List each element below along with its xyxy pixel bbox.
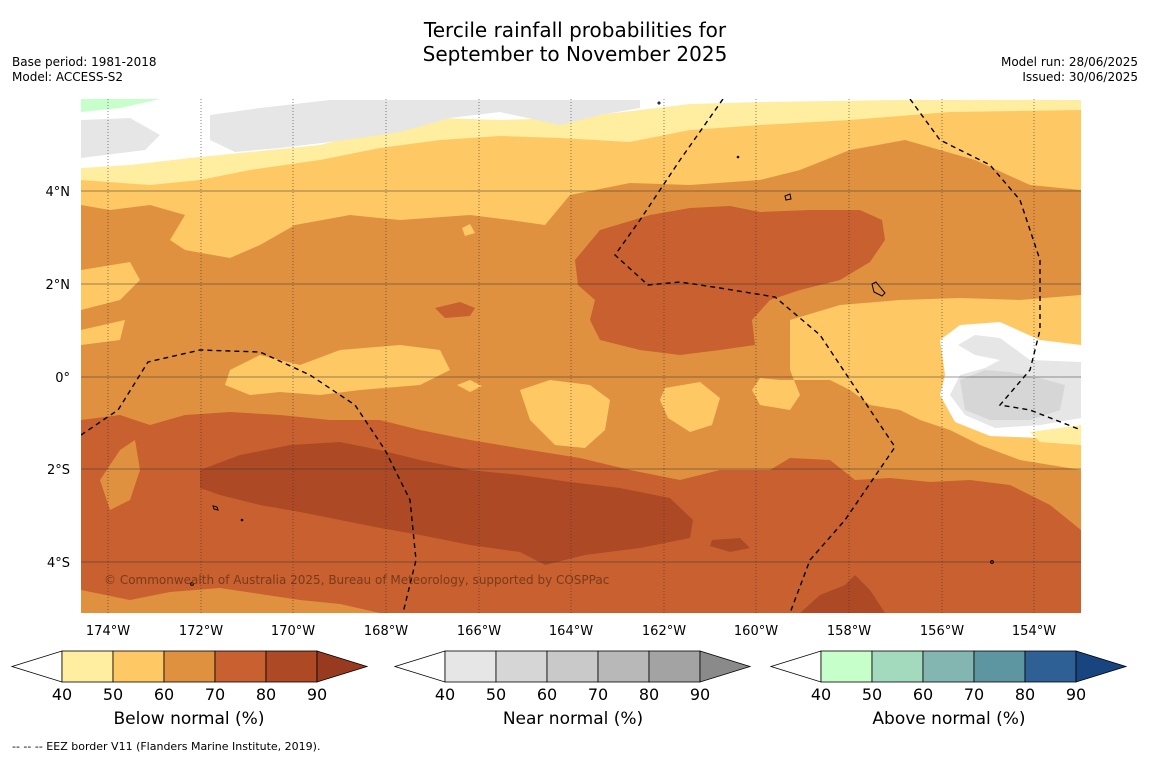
- colorbar-near-tick: 90: [690, 685, 710, 704]
- base-period: Base period: 1981-2018: [12, 55, 157, 69]
- colorbar-above-segment-4: [973, 650, 1026, 683]
- eez-footnote: -- -- -- EEZ border V11 (Flanders Marine…: [12, 740, 321, 753]
- lon-label-168w: 168°W: [364, 624, 408, 639]
- colorbar-above-low-extend: [769, 650, 822, 683]
- colorbar-below-tick: 80: [256, 685, 276, 704]
- colorbar-near: 40 50 60 70 80 90: [393, 650, 752, 704]
- model-name: Model: ACCESS-S2: [12, 70, 124, 84]
- field-50-60-west: [81, 262, 140, 345]
- colorbar-below: 40 50 60 70 80 90: [10, 650, 369, 704]
- legend-label-near: Near normal (%): [502, 709, 644, 729]
- title-line-2: September to November 2025: [422, 42, 728, 66]
- colorbar-below-tick: 60: [154, 685, 174, 704]
- islands: [190, 101, 994, 586]
- colorbar-near-segment-2: [495, 650, 548, 683]
- lon-label-158w: 158°W: [827, 624, 871, 639]
- colorbar-above-tick: 60: [913, 685, 933, 704]
- colorbar-below-low-extend: [10, 650, 63, 683]
- lon-label-164w: 164°W: [549, 624, 593, 639]
- graticule: [81, 99, 1081, 613]
- field-70-80-small: [435, 302, 475, 318]
- lon-label-172w: 172°W: [179, 624, 223, 639]
- colorbar-above-tick: 70: [964, 685, 984, 704]
- issued-date: Issued: 30/06/2025: [1022, 70, 1138, 84]
- colorbar-above-high-extend: [1075, 650, 1128, 683]
- model-run: Model run: 28/06/2025: [1000, 55, 1138, 69]
- field-50-60-central-east: [660, 382, 720, 432]
- colorbar-above-tick: 40: [811, 685, 831, 704]
- colorbar-below-tick: 50: [103, 685, 123, 704]
- colorbar-below-segment-2: [112, 650, 165, 683]
- title-line-1: Tercile rainfall probabilities for: [423, 18, 727, 42]
- meta-left: Base period: 1981-2018 Model: ACCESS-S2: [12, 55, 157, 85]
- field-80-90-small-b: [800, 575, 885, 613]
- field-near-normal-north: [81, 100, 640, 158]
- colorbar-near-tick: 50: [486, 685, 506, 704]
- colorbar-above-segment-3: [922, 650, 975, 683]
- lon-label-160w: 160°W: [734, 624, 778, 639]
- field-40-50-east-strip: [1030, 425, 1081, 445]
- colorbar-near-segment-1: [444, 650, 497, 683]
- field-50-60-central: [520, 380, 610, 448]
- lon-label-162w: 162°W: [642, 624, 686, 639]
- lat-label-2s: 2°S: [47, 463, 70, 478]
- probability-field: [81, 99, 1081, 613]
- field-near-normal-east-core: [960, 370, 1065, 420]
- colorbar-above: 40 50 60 70 80 90: [769, 650, 1128, 704]
- colorbar-above-tick: 50: [862, 685, 882, 704]
- colorbar-near-segment-4: [597, 650, 650, 683]
- colorbar-near-segment-3: [546, 650, 599, 683]
- lon-label-156w: 156°W: [920, 624, 964, 639]
- field-50-60-central-west: [225, 345, 450, 395]
- colorbar-below-tick: 40: [52, 685, 72, 704]
- colorbar-above-segment-5: [1024, 650, 1077, 683]
- field-80-90-small-a: [710, 538, 750, 552]
- colorbar-above-tick: 90: [1066, 685, 1086, 704]
- colorbar-above-tick: 80: [1015, 685, 1035, 704]
- lon-label-174w: 174°W: [86, 624, 130, 639]
- colorbar-below-segment-5: [265, 650, 318, 683]
- lat-label-4n: 4°N: [46, 185, 71, 200]
- meta-right: Model run: 28/06/2025 Issued: 30/06/2025: [1001, 55, 1138, 85]
- lat-label-2n: 2°N: [46, 278, 71, 293]
- longitude-labels: 174°W 172°W 170°W 168°W 166°W 164°W 162°…: [86, 624, 1056, 639]
- colorbar-near-tick: 40: [435, 685, 455, 704]
- colorbar-below-tick: 90: [307, 685, 327, 704]
- colorbar-near-segment-5: [648, 650, 701, 683]
- latitude-labels: 4°N 2°N 0° 2°S 4°S: [46, 185, 71, 571]
- lon-label-154w: 154°W: [1012, 624, 1056, 639]
- map-title: Tercile rainfall probabilities for Septe…: [0, 18, 1150, 66]
- legend-label-below: Below normal (%): [113, 709, 265, 729]
- colorbar-above-segment-1: [820, 650, 873, 683]
- colorbar-near-low-extend: [393, 650, 446, 683]
- colorbar-near-tick: 70: [588, 685, 608, 704]
- legend-label-above: Above normal (%): [872, 709, 1026, 729]
- field-80-90-south: [200, 442, 693, 565]
- colorbar-below-segment-1: [61, 650, 114, 683]
- lon-label-170w: 170°W: [271, 624, 315, 639]
- colorbar-below-tick: 70: [205, 685, 225, 704]
- colorbar-above-segment-2: [871, 650, 924, 683]
- colorbar-near-tick: 60: [537, 685, 557, 704]
- colorbar-legends: 40 50 60 70 80 90 40 50 60 70 80 90 40 50 60 70 80 90: [10, 650, 1128, 704]
- lat-label-4s: 4°S: [47, 556, 70, 571]
- colorbar-near-high-extend: [699, 650, 752, 683]
- colorbar-below-segment-4: [214, 650, 267, 683]
- eez-borders: [81, 99, 1081, 613]
- field-above-normal-corner: [81, 99, 160, 112]
- lon-label-166w: 166°W: [457, 624, 501, 639]
- colorbar-below-segment-3: [163, 650, 216, 683]
- copyright-notice: © Commonwealth of Australia 2025, Bureau…: [104, 573, 609, 587]
- colorbar-below-high-extend: [316, 650, 369, 683]
- colorbar-near-tick: 80: [639, 685, 659, 704]
- lat-label-0: 0°: [55, 371, 70, 386]
- field-70-80-north-central: [575, 206, 885, 355]
